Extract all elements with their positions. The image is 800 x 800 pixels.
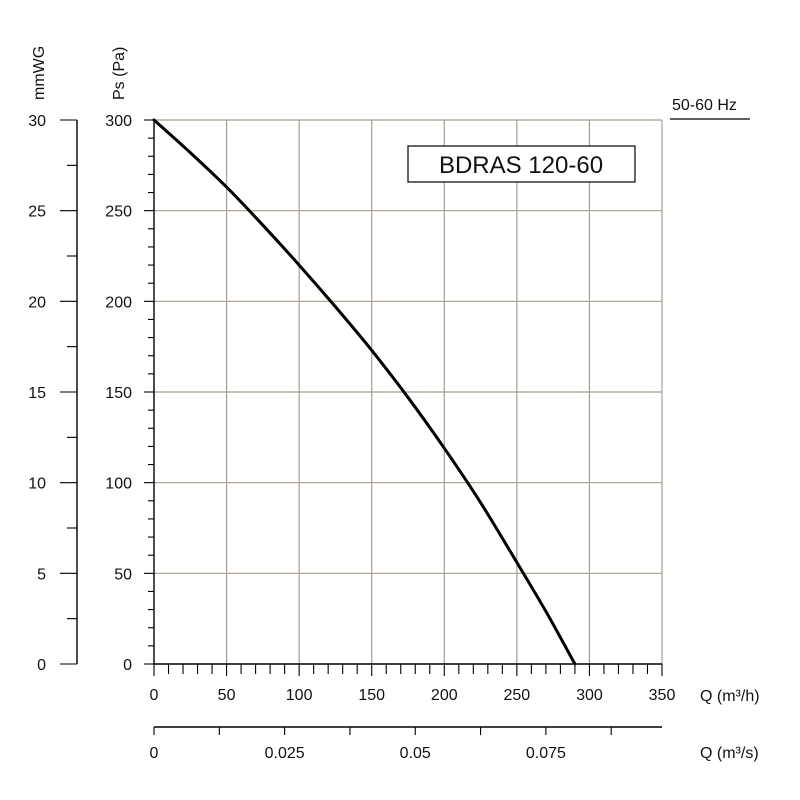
y-tick-label-mmwg: 10 xyxy=(28,476,46,493)
x-axis-label-m3s: Q (m³/s) xyxy=(700,745,759,762)
y-tick-label-mmwg: 5 xyxy=(37,566,46,583)
y-tick-label-mmwg: 25 xyxy=(28,204,46,221)
y-axis-label-pa: Ps (Pa) xyxy=(111,47,128,100)
grid xyxy=(154,119,663,664)
x-tick-label-m3h: 200 xyxy=(431,687,458,704)
x-tick-label-m3s: 0 xyxy=(150,745,159,762)
x-tick-label-m3h: 350 xyxy=(649,687,676,704)
series xyxy=(152,118,577,666)
title-box xyxy=(407,145,636,183)
y-tick-label-pa: 0 xyxy=(123,657,132,674)
x-tick-label-m3h: 300 xyxy=(576,687,603,704)
x-tick-label-m3s: 0.025 xyxy=(265,745,305,762)
x-tick-label-m3h: 50 xyxy=(218,687,236,704)
x-tick-label-m3h: 0 xyxy=(150,687,159,704)
x-tick-label-m3h: 250 xyxy=(504,687,531,704)
y-tick-label-mmwg: 30 xyxy=(28,113,46,130)
y-tick-label-mmwg: 15 xyxy=(28,385,46,402)
x-tick-label-m3s: 0.075 xyxy=(526,745,566,762)
performance-curve xyxy=(152,118,577,666)
y-tick-label-mmwg: 20 xyxy=(28,294,46,311)
y-tick-label-mmwg: 0 xyxy=(37,657,46,674)
y-tick-label-pa: 300 xyxy=(105,113,132,130)
y-axis-label-mmwg: mmWG xyxy=(31,46,48,100)
x-tick-label-m3h: 150 xyxy=(358,687,385,704)
x-tick-label-m3h: 100 xyxy=(286,687,313,704)
y-tick-label-pa: 50 xyxy=(114,566,132,583)
x-tick-label-m3s: 0.05 xyxy=(400,745,431,762)
y-tick-label-pa: 250 xyxy=(105,204,132,221)
chart-title: BDRAS 120-60 xyxy=(439,152,603,179)
y-tick-label-pa: 100 xyxy=(105,476,132,493)
y-tick-label-pa: 150 xyxy=(105,385,132,402)
x-axis-label-m3h: Q (m³/h) xyxy=(700,688,760,705)
frequency-label: 50-60 Hz xyxy=(672,97,737,114)
y-tick-label-pa: 200 xyxy=(105,294,132,311)
